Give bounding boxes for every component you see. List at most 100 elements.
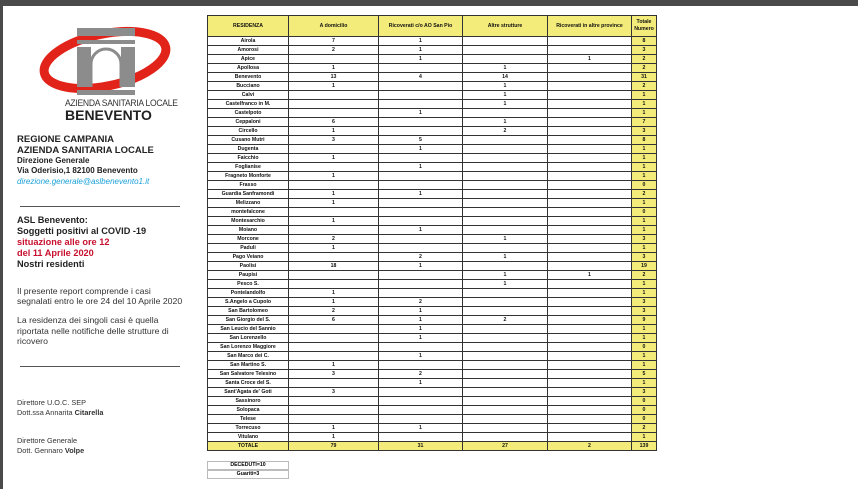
value-cell: 1 [288,243,379,253]
table-row: Sassinoro 0 [207,396,657,406]
email-link[interactable]: direzione.generale@aslbenevento1.it [17,177,150,186]
value-cell [288,378,379,388]
value-cell: 3 [631,45,657,55]
total-row: TOTALE 79 31 27 2 139 [207,441,657,451]
value-cell: 0 [631,405,657,415]
residenza-cell: Moiano [207,225,289,235]
value-cell: 1 [547,54,632,64]
residenza-cell: San Lorenzello [207,333,289,343]
value-cell [378,288,463,298]
value-cell: 8 [631,36,657,46]
table-row: Castelfranco in M. 1 1 [207,99,657,109]
residenza-cell: Circello [207,126,289,136]
value-cell: 1 [378,225,463,235]
value-cell [462,153,548,163]
value-cell: 1 [631,99,657,109]
value-cell: 1 [631,360,657,370]
value-cell: 1 [462,252,548,262]
value-cell: 1 [631,432,657,442]
table-row: Melizzano 1 1 [207,198,657,208]
report-time: situazione alle ore 12 [17,237,110,247]
table-row: Calvi 1 1 [207,90,657,100]
residenza-cell: Torrecuso [207,423,289,433]
value-cell [378,126,463,136]
value-cell: 3 [631,306,657,316]
value-cell [462,36,548,46]
value-cell [547,225,632,235]
value-cell [547,135,632,145]
value-cell [547,243,632,253]
value-cell: 3 [631,126,657,136]
residenza-cell: Pesco S. [207,279,289,289]
value-cell: 1 [288,171,379,181]
value-cell [547,99,632,109]
value-cell [547,342,632,352]
value-cell [462,216,548,226]
residenza-cell: Sassinoro [207,396,289,406]
value-cell: 1 [631,351,657,361]
value-cell [462,423,548,433]
value-cell: 1 [288,81,379,91]
value-cell: 2 [631,270,657,280]
value-cell [288,207,379,217]
value-cell [288,414,379,424]
value-cell [288,225,379,235]
value-cell: 6 [288,315,379,325]
value-cell [547,288,632,298]
value-cell: 1 [631,108,657,118]
residenza-cell: San Martino S. [207,360,289,370]
residenza-cell: San Leucio del Sannio [207,324,289,334]
value-cell [547,387,632,397]
column-header: Altre strutture [462,15,548,37]
value-cell [547,90,632,100]
value-cell [462,108,548,118]
table-row: Benevento 13 4 14 31 [207,72,657,82]
value-cell: 1 [631,243,657,253]
value-cell [547,324,632,334]
table-row: San Salvatore Telesino 3 2 5 [207,369,657,379]
value-cell [547,126,632,136]
residenza-cell: Amorosi [207,45,289,55]
table-row: Vitulano 1 1 [207,432,657,442]
value-cell: 1 [631,225,657,235]
value-cell: 1 [631,324,657,334]
value-cell: 2 [631,189,657,199]
value-cell [378,216,463,226]
value-cell: 1 [288,63,379,73]
value-cell [547,261,632,271]
report-title-block: ASL Benevento: Soggetti positivi al COVI… [17,215,207,270]
value-cell: 1 [462,99,548,109]
value-cell [462,405,548,415]
value-cell: 3 [631,252,657,262]
table-row: Apollosa 1 1 2 [207,63,657,73]
residenza-cell: montefalcone [207,207,289,217]
value-cell [547,432,632,442]
value-cell: 1 [378,54,463,64]
table-row: S.Angelo a Cupolo 1 2 3 [207,297,657,307]
residenza-cell: Frasso [207,180,289,190]
value-cell: 1 [288,126,379,136]
value-cell [378,414,463,424]
value-cell [378,405,463,415]
value-cell: 1 [462,234,548,244]
value-cell: 1 [631,288,657,298]
value-cell [288,405,379,415]
table-row: San Lorenzello 1 1 [207,333,657,343]
value-cell [378,270,463,280]
residenza-cell: Castelpoto [207,108,289,118]
residenza-cell: Dugenta [207,144,289,154]
value-cell [547,306,632,316]
value-cell [547,378,632,388]
value-cell [462,144,548,154]
value-cell: 1 [631,333,657,343]
value-cell [288,324,379,334]
value-cell: 5 [631,369,657,379]
value-cell [547,81,632,91]
table-row: Pesco S. 1 1 [207,279,657,289]
residenza-cell: S.Angelo a Cupolo [207,297,289,307]
table-row: Pontelandolfo 1 1 [207,288,657,298]
table-row: San Martino S. 1 1 [207,360,657,370]
table-row: Telese 0 [207,414,657,424]
value-cell [288,144,379,154]
value-cell: 1 [631,378,657,388]
